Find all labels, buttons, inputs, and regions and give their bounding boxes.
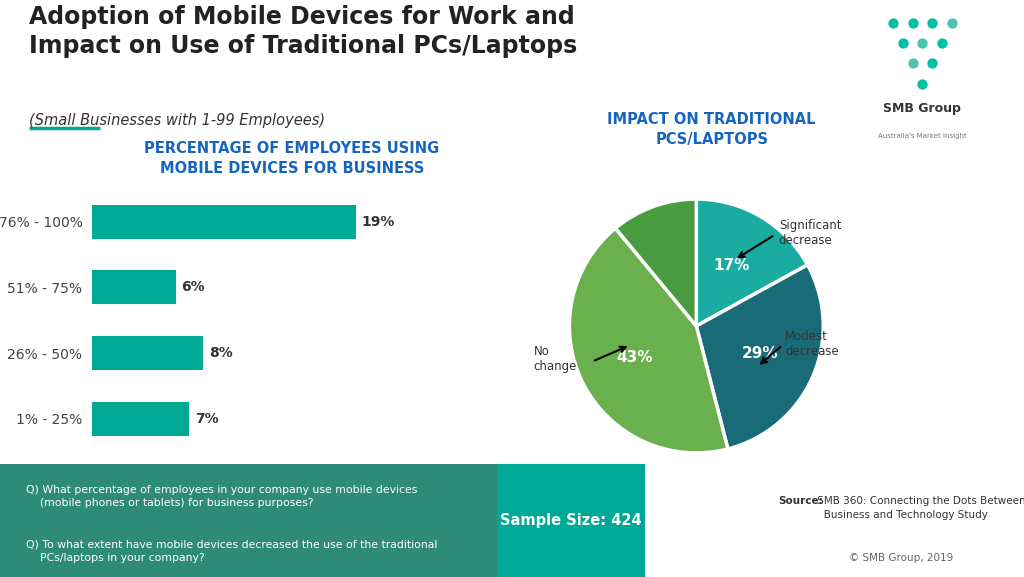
Text: Sample Size: 424: Sample Size: 424 xyxy=(500,514,641,528)
Text: 8%: 8% xyxy=(209,346,232,360)
Point xyxy=(914,79,931,88)
Point xyxy=(904,18,921,28)
Point xyxy=(944,18,961,28)
Text: (Small Businesses with 1-99 Employees): (Small Businesses with 1-99 Employees) xyxy=(29,113,325,128)
Text: Q) What percentage of employees in your company use mobile devices
    (mobile p: Q) What percentage of employees in your … xyxy=(26,485,417,508)
Text: 19%: 19% xyxy=(361,215,395,229)
Point xyxy=(895,39,911,48)
Text: Significant
decrease: Significant decrease xyxy=(779,219,842,248)
Text: IMPACT ON TRADITIONAL
PCS/LAPTOPS: IMPACT ON TRADITIONAL PCS/LAPTOPS xyxy=(607,113,816,147)
Text: % Column: % Column xyxy=(252,467,322,481)
Text: Source:: Source: xyxy=(778,496,823,506)
Text: © SMB Group, 2019: © SMB Group, 2019 xyxy=(849,553,953,564)
Text: 7%: 7% xyxy=(195,411,218,426)
Wedge shape xyxy=(696,265,823,449)
Point xyxy=(934,39,950,48)
Text: No
change: No change xyxy=(534,345,578,373)
Point xyxy=(914,39,931,48)
Text: 6%: 6% xyxy=(181,280,205,294)
FancyBboxPatch shape xyxy=(497,464,645,577)
Point xyxy=(904,59,921,68)
Text: 43%: 43% xyxy=(615,350,652,365)
Point xyxy=(924,59,940,68)
Text: SMB Group: SMB Group xyxy=(884,102,962,115)
Text: 29%: 29% xyxy=(742,346,778,361)
Text: Adoption of Mobile Devices for Work and
Impact on Use of Traditional PCs/Laptops: Adoption of Mobile Devices for Work and … xyxy=(29,5,577,58)
Text: Modest
decrease: Modest decrease xyxy=(785,330,839,358)
Bar xyxy=(92,336,204,370)
Wedge shape xyxy=(615,199,696,326)
Wedge shape xyxy=(569,228,728,453)
Text: Q) To what extent have mobile devices decreased the use of the traditional
    P: Q) To what extent have mobile devices de… xyxy=(26,540,437,563)
FancyBboxPatch shape xyxy=(0,464,497,577)
Bar xyxy=(92,271,175,305)
Text: SMB 360: Connecting the Dots Between
   Business and Technology Study: SMB 360: Connecting the Dots Between Bus… xyxy=(814,496,1024,520)
Bar xyxy=(92,402,189,436)
Text: PERCENTAGE OF EMPLOYEES USING
MOBILE DEVICES FOR BUSINESS: PERCENTAGE OF EMPLOYEES USING MOBILE DEV… xyxy=(144,141,439,176)
Text: 17%: 17% xyxy=(714,258,750,273)
Text: Australia's Market Insight: Australia's Market Insight xyxy=(878,133,967,138)
Point xyxy=(885,18,901,28)
Point xyxy=(924,18,940,28)
Bar xyxy=(92,205,356,239)
Wedge shape xyxy=(696,199,808,326)
